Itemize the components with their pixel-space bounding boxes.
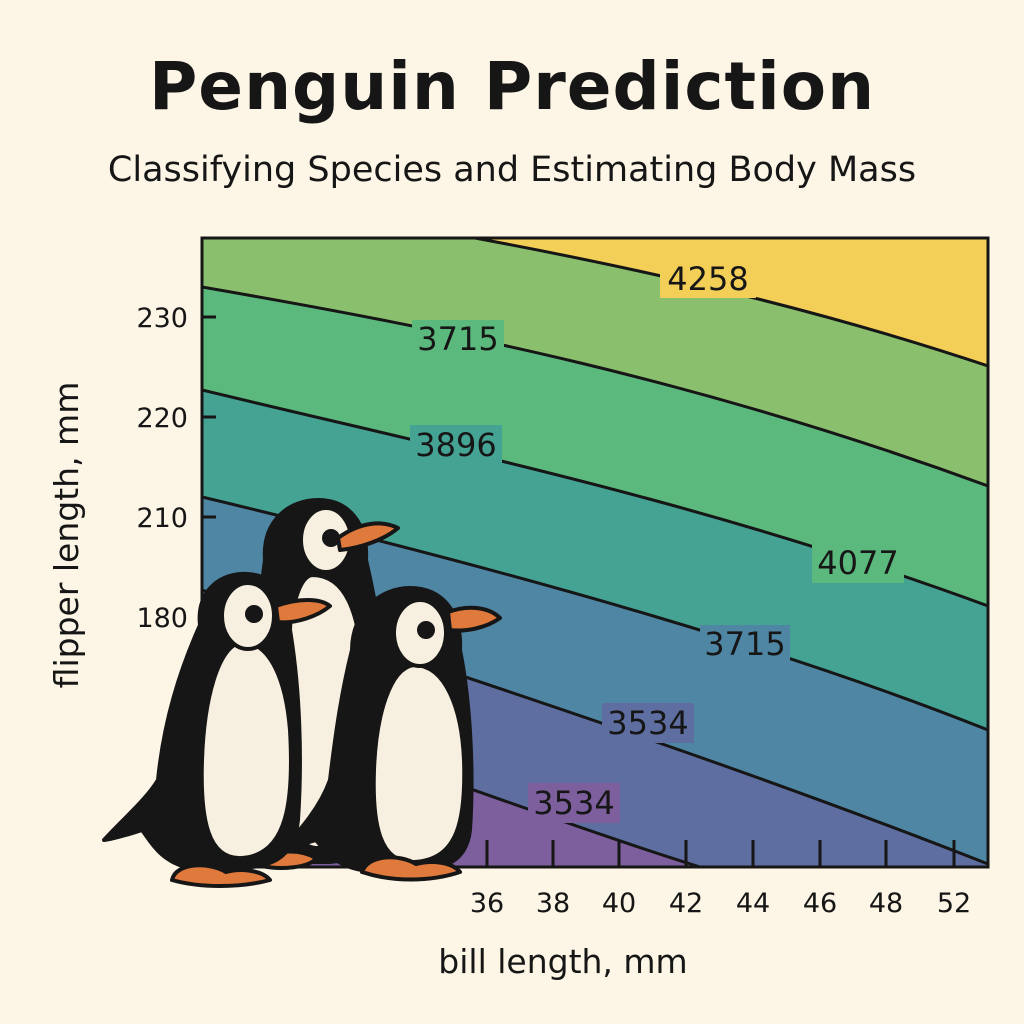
x-tick-label: 42 (669, 888, 703, 919)
x-axis-ticks (485, 840, 956, 867)
x-tick-label: 48 (869, 888, 903, 919)
page-title: Penguin Prediction (148, 48, 876, 125)
contour-label-4077: 4077 (817, 544, 898, 582)
band-4 (202, 390, 988, 730)
contour-label-3534-lower: 3534 (533, 784, 614, 822)
x-tick-label: 52 (937, 888, 971, 919)
contour-label-4258: 4258 (667, 260, 748, 298)
contour-label-3715-upper: 3715 (417, 320, 498, 358)
penguin-right (282, 586, 502, 882)
contour-label-3715-lower: 3715 (704, 625, 785, 663)
page-subtitle: Classifying Species and Estimating Body … (107, 150, 917, 190)
y-axis-tick-labels: 230 220 210 180 (136, 303, 188, 634)
x-axis-label: bill length, mm (438, 942, 687, 981)
y-axis-label: flipper length, mm (47, 382, 86, 689)
contour-line-4258 (474, 238, 988, 368)
x-tick-label: 44 (736, 888, 770, 919)
contour-label-3534-upper: 3534 (607, 704, 688, 742)
penguin-left (102, 571, 332, 888)
x-axis-tick-labels: 36 38 40 42 44 46 48 52 (470, 888, 971, 919)
contour-label-3896: 3896 (415, 426, 496, 464)
penguin-illustration (102, 498, 502, 888)
y-tick-label: 210 (136, 503, 188, 534)
plot-frame (200, 236, 990, 869)
y-tick-label: 230 (136, 303, 188, 334)
y-tick-label: 180 (136, 603, 188, 634)
y-tick-label: 220 (136, 403, 188, 434)
x-tick-label: 38 (536, 888, 570, 919)
band-6 (202, 238, 988, 486)
x-tick-label: 46 (803, 888, 837, 919)
contour-line-3715-upper (202, 285, 988, 488)
band-7 (475, 238, 988, 366)
contour-label-group: 4258 3715 3896 4077 3715 3534 3534 (410, 258, 904, 823)
x-tick-label: 40 (602, 888, 636, 919)
band-5 (202, 287, 988, 606)
x-tick-label: 36 (470, 888, 504, 919)
